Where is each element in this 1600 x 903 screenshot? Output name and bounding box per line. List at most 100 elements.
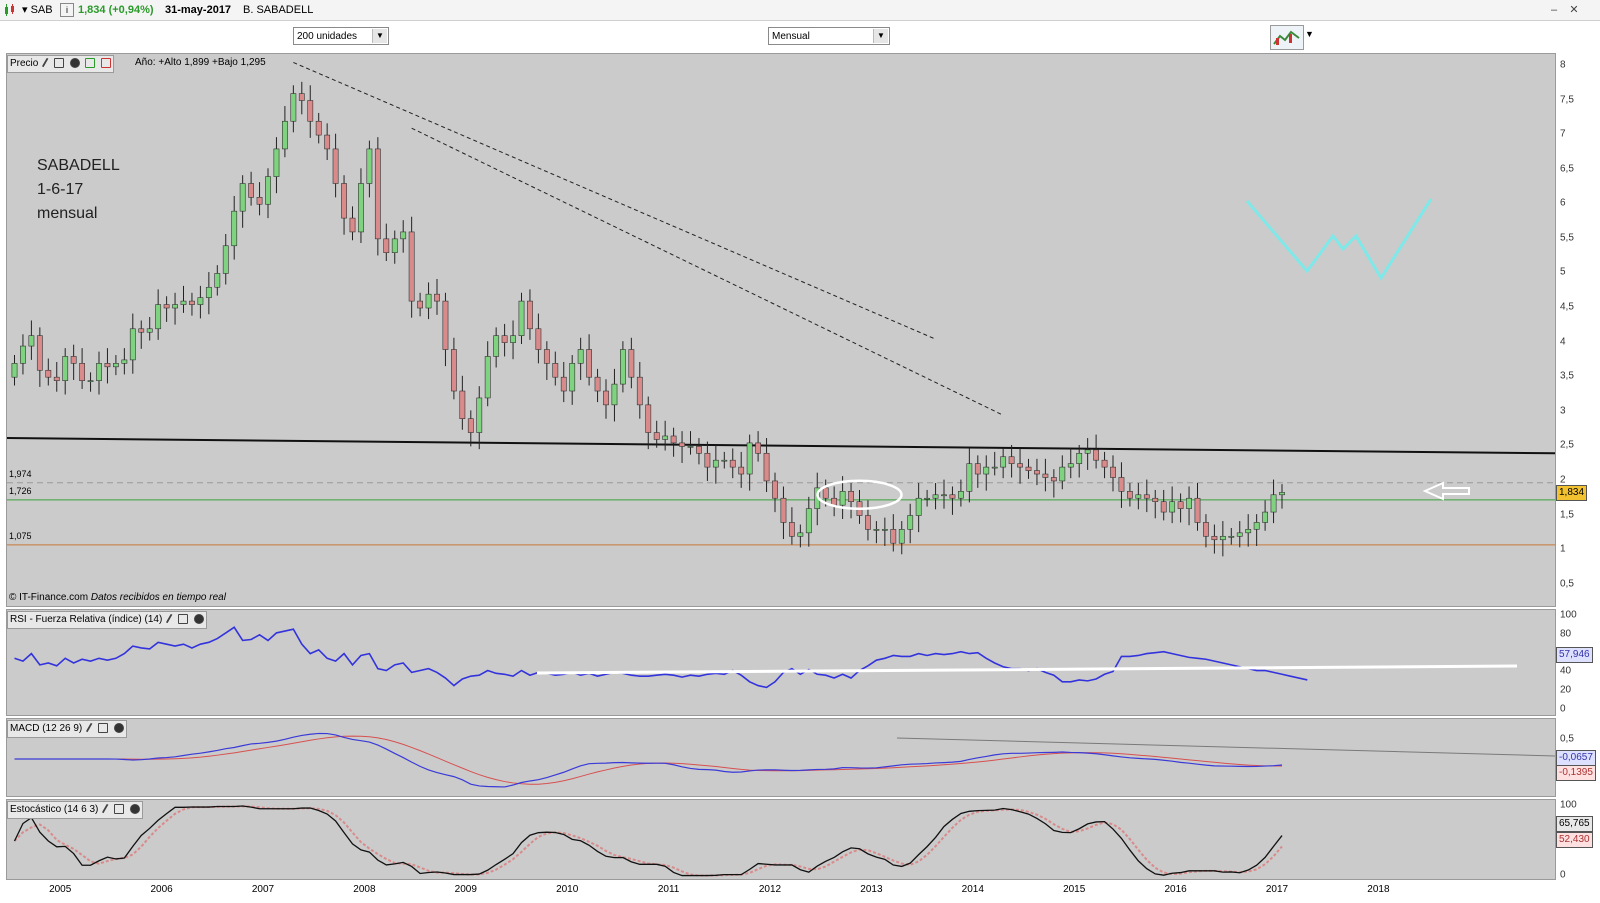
candle	[1219, 535, 1226, 541]
wrench-icon[interactable]	[165, 614, 175, 625]
x-tick-label: 2005	[49, 884, 72, 895]
window-icon[interactable]	[177, 614, 188, 625]
candle	[569, 363, 576, 392]
window-icon[interactable]	[97, 723, 108, 734]
candle	[746, 442, 753, 475]
y-tick-label: 20	[1560, 684, 1572, 696]
candle	[780, 497, 787, 523]
candle	[189, 300, 195, 305]
annotation-line: 1-6-17	[37, 181, 84, 198]
candle	[1118, 477, 1125, 492]
minimize-icon[interactable]: ‒	[1550, 4, 1558, 16]
window-icon[interactable]	[53, 58, 64, 69]
price-chart[interactable]	[7, 54, 1556, 607]
stoch-panel-title: Estocástico (14 6 3)	[10, 804, 99, 815]
wrench-icon[interactable]	[101, 804, 111, 815]
chevron-down-icon[interactable]: ▼	[372, 29, 387, 43]
candle	[1034, 470, 1040, 475]
close-icon[interactable]: ✕	[1569, 4, 1579, 16]
current-price-tag: 1,834	[1556, 485, 1588, 501]
candle	[1211, 535, 1218, 541]
candle	[1270, 494, 1277, 513]
candle	[1194, 497, 1201, 523]
candle	[696, 446, 702, 454]
candle	[822, 487, 829, 499]
level-label: 1,075	[9, 531, 32, 541]
candle	[205, 286, 212, 298]
export-icon[interactable]	[85, 58, 96, 69]
candle	[417, 300, 423, 309]
candle	[662, 435, 669, 440]
candle	[1186, 497, 1192, 509]
macd-chart[interactable]	[7, 719, 1556, 797]
price-change: 1,834 (+0,94%)	[78, 4, 154, 16]
units-select[interactable]: 200 unidades ▼	[293, 27, 389, 45]
chevron-down-icon[interactable]: ▼	[873, 29, 888, 43]
rsi-chart[interactable]	[7, 610, 1556, 716]
candle	[180, 300, 187, 305]
candle	[594, 376, 601, 392]
candle	[983, 466, 990, 475]
info-icon[interactable]: i	[60, 3, 74, 17]
annotation-line: mensual	[37, 205, 98, 222]
candle	[949, 494, 956, 499]
candle	[332, 148, 339, 184]
period-select[interactable]: Mensual ▼	[768, 27, 890, 45]
stoch-k-tag: 65,765	[1556, 816, 1593, 832]
candle	[273, 148, 280, 177]
candle	[113, 363, 119, 368]
candle	[687, 446, 694, 448]
y-tick-label: 1,5	[1560, 509, 1574, 521]
candle	[307, 100, 314, 122]
close-icon[interactable]	[113, 723, 124, 734]
rsi-panel: RSI - Fuerza Relativa (índice) (14)	[6, 609, 1556, 716]
candle	[881, 529, 888, 531]
wrench-icon[interactable]	[85, 723, 95, 734]
macd-line	[14, 732, 1283, 788]
close-icon[interactable]	[193, 614, 204, 625]
candle	[577, 349, 584, 364]
candle	[755, 442, 761, 454]
y-tick-label: 80	[1560, 628, 1572, 640]
candle	[1050, 477, 1057, 482]
candle	[1110, 466, 1116, 478]
window-icon[interactable]	[113, 804, 124, 815]
candle	[155, 304, 162, 330]
candle	[527, 300, 533, 330]
candle	[442, 300, 449, 350]
symbol-dropdown[interactable]: ▾ SAB	[22, 4, 53, 16]
close-icon[interactable]	[129, 804, 140, 815]
y-tick-label: 4,5	[1560, 301, 1574, 313]
title-bar: ▾ SAB i 1,834 (+0,94%) 31-may-2017 B. SA…	[0, 0, 1600, 21]
rsi-panel-title: RSI - Fuerza Relativa (índice) (14)	[10, 614, 163, 625]
candle	[957, 491, 964, 499]
chart-type-button[interactable]	[1270, 25, 1304, 50]
delete-icon[interactable]	[101, 58, 112, 69]
wrench-icon[interactable]	[41, 58, 51, 69]
annotation-line: SABADELL	[37, 157, 120, 174]
level-label: 1,726	[9, 486, 32, 496]
y-tick-label: 4	[1560, 336, 1566, 348]
stoch-chart[interactable]	[7, 800, 1556, 880]
y-tick-label: 2	[1560, 474, 1566, 486]
candle	[1042, 473, 1049, 478]
candle	[1093, 449, 1099, 461]
candle	[222, 245, 229, 274]
candle	[1017, 463, 1023, 468]
candle	[476, 397, 483, 433]
projected-pattern-line	[1245, 198, 1433, 281]
candle	[1236, 532, 1243, 537]
chevron-down-icon[interactable]: ▼	[1305, 29, 1314, 39]
close-icon[interactable]	[69, 58, 80, 69]
candle	[315, 120, 322, 136]
candle	[535, 328, 542, 350]
candle	[645, 404, 652, 433]
candle	[628, 349, 635, 378]
quote-date: 31-may-2017	[165, 4, 232, 16]
candle	[36, 335, 43, 371]
y-tick-label: 40	[1560, 665, 1572, 677]
candle	[408, 231, 415, 302]
candle	[712, 459, 719, 468]
candle	[653, 432, 660, 440]
x-tick-label: 2012	[758, 884, 782, 895]
